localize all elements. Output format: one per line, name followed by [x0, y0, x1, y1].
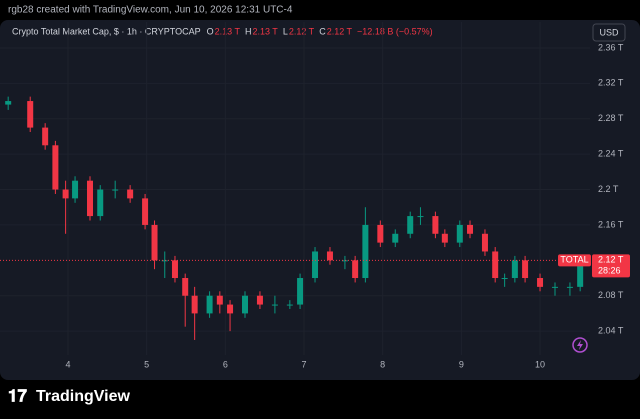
candle-body [256, 295, 263, 305]
x-tick-label: 5 [144, 359, 149, 369]
price-label: 2.12 T [598, 255, 624, 265]
candle-body [577, 260, 584, 287]
change: −12.18 B (−0.57%) [357, 26, 433, 36]
brand: TradingView [36, 388, 131, 405]
candle-body [112, 189, 119, 191]
candle-body [417, 216, 424, 218]
candle-body [566, 286, 573, 288]
candle-body [42, 127, 49, 146]
candle-body [432, 216, 439, 234]
currency-button[interactable] [592, 23, 626, 42]
x-tick-label: 8 [380, 359, 385, 369]
candle-body [72, 180, 79, 199]
x-tick-label: 7 [302, 359, 307, 369]
candle-body [362, 224, 369, 279]
candle-body [227, 304, 234, 314]
candle-body [216, 295, 223, 305]
candle-body [312, 251, 319, 279]
candle-body [191, 295, 198, 314]
ohlc-key: L [283, 26, 288, 36]
candle-body [537, 278, 544, 287]
candle-body [171, 260, 178, 279]
candle-body [481, 233, 488, 252]
candle-body [286, 304, 293, 306]
currency[interactable]: USD [599, 27, 619, 37]
ohlc-key: O [207, 26, 214, 36]
candle-body [392, 233, 399, 243]
y-tick-label: 2.32 T [598, 78, 624, 88]
candle-body [441, 233, 448, 243]
candle-body [206, 295, 213, 314]
ohlc-key: C [319, 26, 326, 36]
candle-body [501, 278, 508, 280]
y-tick-label: 2.08 T [598, 290, 624, 300]
symbol: Crypto Total Market Cap, $ · 1h · CRYPTO… [12, 26, 201, 36]
x-tick-label: 10 [535, 359, 545, 369]
candle-body [52, 145, 59, 190]
candle-body [242, 295, 249, 314]
candle-body [341, 260, 348, 262]
ohlc-key: H [245, 26, 252, 36]
legend-row: Crypto Total Market Cap, $ · 1h · CRYPTO… [12, 26, 433, 36]
candle-body [127, 189, 134, 199]
candle-body [467, 224, 474, 234]
candle-body [297, 278, 304, 305]
candle-body [87, 180, 94, 217]
alert-icon[interactable] [572, 337, 588, 353]
candle-body [551, 286, 558, 288]
y-tick-label: 2.36 T [598, 42, 624, 52]
alert-bolt [577, 340, 583, 350]
candle-body [377, 224, 384, 243]
logo-mark: 𝟏𝟕 [8, 386, 27, 405]
y-tick-label: 2.04 T [598, 325, 624, 335]
chart-panel [0, 20, 640, 380]
candle-body [456, 224, 463, 243]
y-tick-label: 2.2 T [598, 184, 619, 194]
candle-body [27, 101, 34, 128]
ohlc-value: 2.12 T [327, 26, 353, 36]
countdown: 28:26 [598, 266, 621, 276]
ohlc-value: 2.12 T [289, 26, 315, 36]
x-tick-label: 9 [459, 359, 464, 369]
candle-body [522, 260, 529, 279]
candle-body [326, 251, 333, 261]
candle-body [62, 189, 69, 199]
candle-body [271, 304, 278, 306]
candle-body [352, 260, 359, 279]
candle-body [492, 251, 499, 279]
candle-body [407, 216, 414, 234]
series-label-box [558, 254, 591, 267]
candle-body [97, 189, 104, 217]
price-label-box [592, 254, 630, 278]
y-tick-label: 2.24 T [598, 149, 624, 159]
candle-body [142, 198, 149, 225]
credit: rgb28 created with TradingView.com, Jun … [8, 5, 293, 16]
candle-body [151, 224, 158, 261]
y-tick-label: 2.28 T [598, 113, 624, 123]
y-tick-label: 2.16 T [598, 219, 624, 229]
candle-body [511, 260, 518, 279]
candle-body [182, 278, 189, 296]
series-label: TOTAL [560, 255, 588, 265]
candle-body [161, 260, 168, 262]
ohlc-value: 2.13 T [252, 26, 278, 36]
ohlc-value: 2.13 T [215, 26, 241, 36]
x-tick-label: 4 [65, 359, 70, 369]
x-tick-label: 6 [223, 359, 228, 369]
candle-body [5, 101, 12, 105]
